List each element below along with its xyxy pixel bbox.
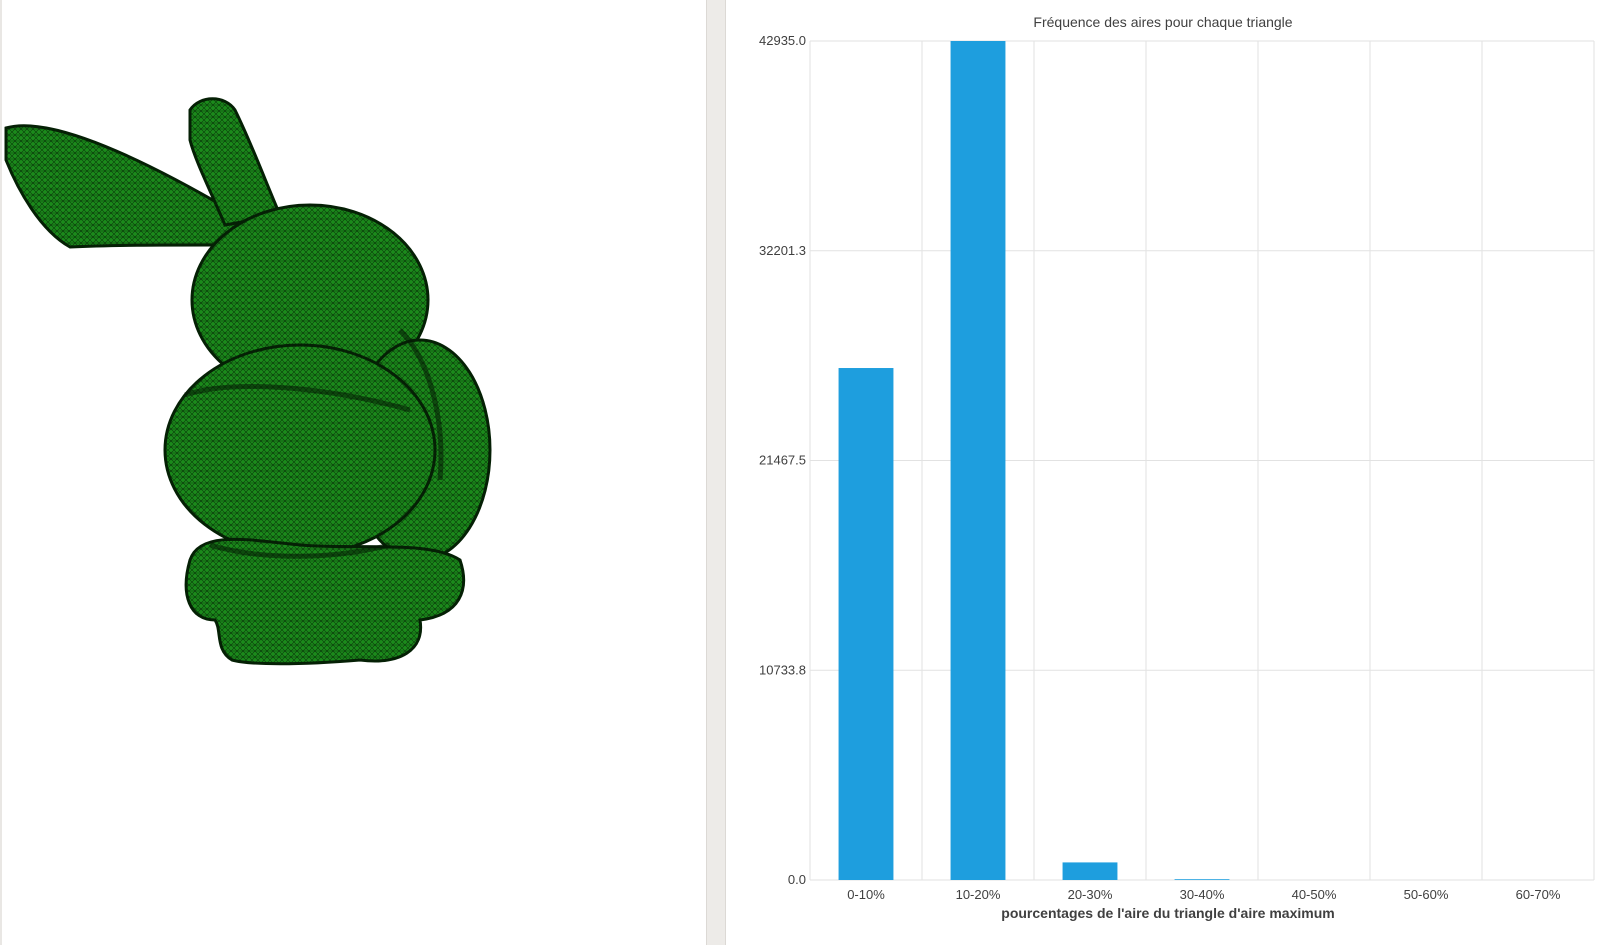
- bunny-body: [163, 343, 437, 557]
- x-axis-title: pourcentages de l'aire du triangle d'air…: [1001, 905, 1334, 921]
- histogram-chart: Fréquence des aires pour chaque triangle…: [759, 14, 1595, 921]
- bunny-shape: [4, 97, 492, 666]
- chart-bars: [838, 41, 1230, 880]
- x-tick-label: 10-20%: [956, 887, 1001, 902]
- y-tick-label: 0.0: [788, 872, 806, 887]
- panel-splitter[interactable]: [706, 0, 726, 945]
- bunny-mesh-model[interactable]: [0, 0, 706, 945]
- y-tick-label: 32201.3: [759, 243, 806, 258]
- bunny-ear-right: [188, 97, 283, 227]
- chart-title: Fréquence des aires pour chaque triangle: [1033, 14, 1292, 30]
- x-tick-label: 50-60%: [1404, 887, 1449, 902]
- bar-20-30%: [1062, 862, 1118, 880]
- y-axis-labels: 0.0 10733.8 21467.5 32201.3 42935.0: [759, 33, 806, 887]
- bar-30-40%: [1174, 879, 1230, 880]
- x-axis-labels: 0-10% 10-20% 20-30% 30-40% 40-50% 50-60% 60-70…: [847, 887, 1561, 902]
- mesh-viewer[interactable]: [0, 0, 706, 945]
- bar-0-10%: [838, 368, 894, 880]
- y-tick-label: 42935.0: [759, 33, 806, 48]
- bunny-feet: [184, 537, 466, 666]
- bar-10-20%: [950, 41, 1006, 880]
- histogram-panel: Fréquence des aires pour chaque triangle…: [726, 0, 1610, 945]
- y-tick-label: 21467.5: [759, 453, 806, 468]
- bunny-shading: [184, 328, 444, 559]
- y-tick-label: 10733.8: [759, 662, 806, 677]
- x-tick-label: 60-70%: [1516, 887, 1561, 902]
- viewer-edge: [0, 0, 2, 945]
- x-tick-label: 30-40%: [1180, 887, 1225, 902]
- x-tick-label: 20-30%: [1068, 887, 1113, 902]
- chart-grid: [809, 40, 1595, 881]
- x-tick-label: 40-50%: [1292, 887, 1337, 902]
- x-tick-label: 0-10%: [847, 887, 885, 902]
